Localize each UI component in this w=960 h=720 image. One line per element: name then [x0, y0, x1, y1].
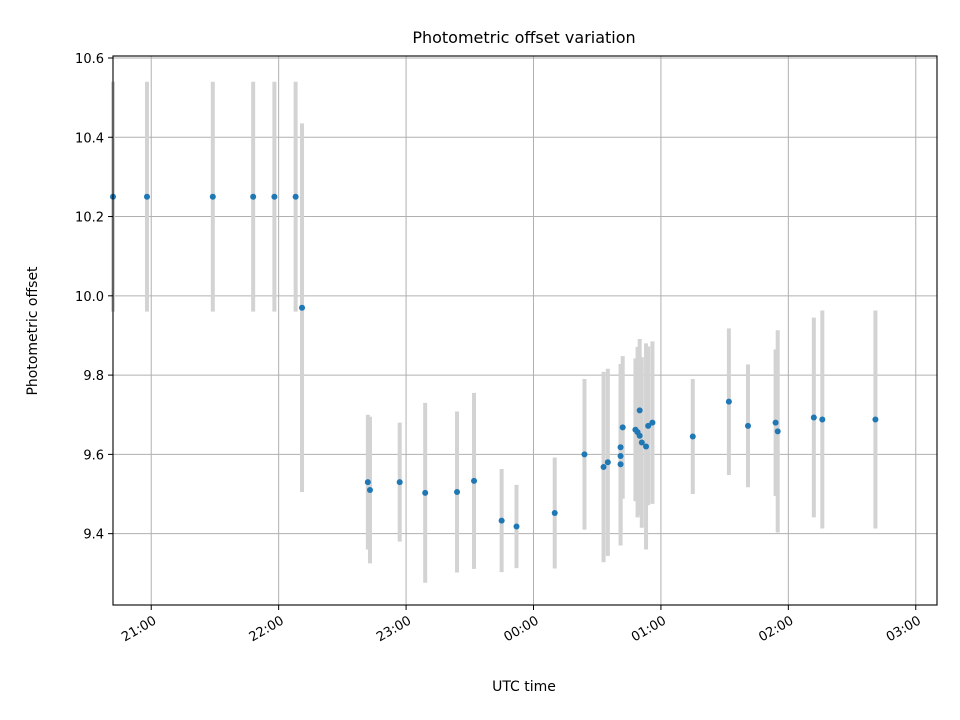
data-point — [513, 523, 520, 530]
data-point — [617, 452, 624, 459]
data-point — [725, 398, 732, 405]
y-tick-label: 10.4 — [75, 131, 104, 146]
data-point — [498, 517, 505, 524]
data-point — [810, 414, 817, 421]
data-point — [271, 193, 278, 200]
x-axis-label: UTC time — [492, 679, 556, 695]
data-point — [422, 489, 429, 496]
data-point — [774, 428, 781, 435]
data-point — [819, 416, 826, 423]
data-point — [454, 489, 461, 496]
data-point — [250, 193, 257, 200]
data-point — [636, 432, 643, 439]
data-point — [617, 461, 624, 468]
y-tick-label: 9.6 — [83, 448, 104, 463]
data-point — [636, 407, 643, 414]
data-point — [396, 479, 403, 486]
data-point — [581, 451, 588, 458]
data-point — [619, 424, 626, 431]
y-tick-label: 10.2 — [75, 211, 104, 226]
data-point — [643, 443, 650, 450]
y-tick-label: 9.4 — [83, 528, 104, 543]
data-point — [744, 422, 751, 429]
plot-frame — [112, 55, 938, 606]
data-point — [299, 304, 306, 311]
data-point — [292, 193, 299, 200]
data-point — [600, 464, 607, 471]
data-point — [638, 439, 645, 446]
data-point — [617, 444, 624, 451]
data-point — [366, 487, 373, 494]
data-point — [471, 477, 478, 484]
data-point — [649, 419, 656, 426]
data-point — [772, 419, 779, 426]
data-point — [645, 422, 652, 429]
y-tick-label: 9.8 — [83, 369, 104, 384]
y-axis-ticks: 9.4 9.6 9.8 10.0 10.2 10.4 10.6 — [75, 52, 113, 543]
data-points — [110, 193, 879, 530]
y-axis-label: Photometric offset — [25, 266, 41, 396]
y-tick-label: 10.6 — [75, 52, 104, 67]
data-point — [551, 510, 558, 517]
data-point — [364, 479, 371, 486]
data-point — [872, 416, 879, 423]
chart-title: Photometric offset variation — [412, 28, 635, 47]
grid-lines — [113, 56, 937, 605]
data-point — [143, 193, 150, 200]
y-tick-label: 10.0 — [75, 290, 104, 305]
data-point — [209, 193, 216, 200]
data-point — [604, 459, 611, 466]
data-point — [689, 433, 696, 440]
